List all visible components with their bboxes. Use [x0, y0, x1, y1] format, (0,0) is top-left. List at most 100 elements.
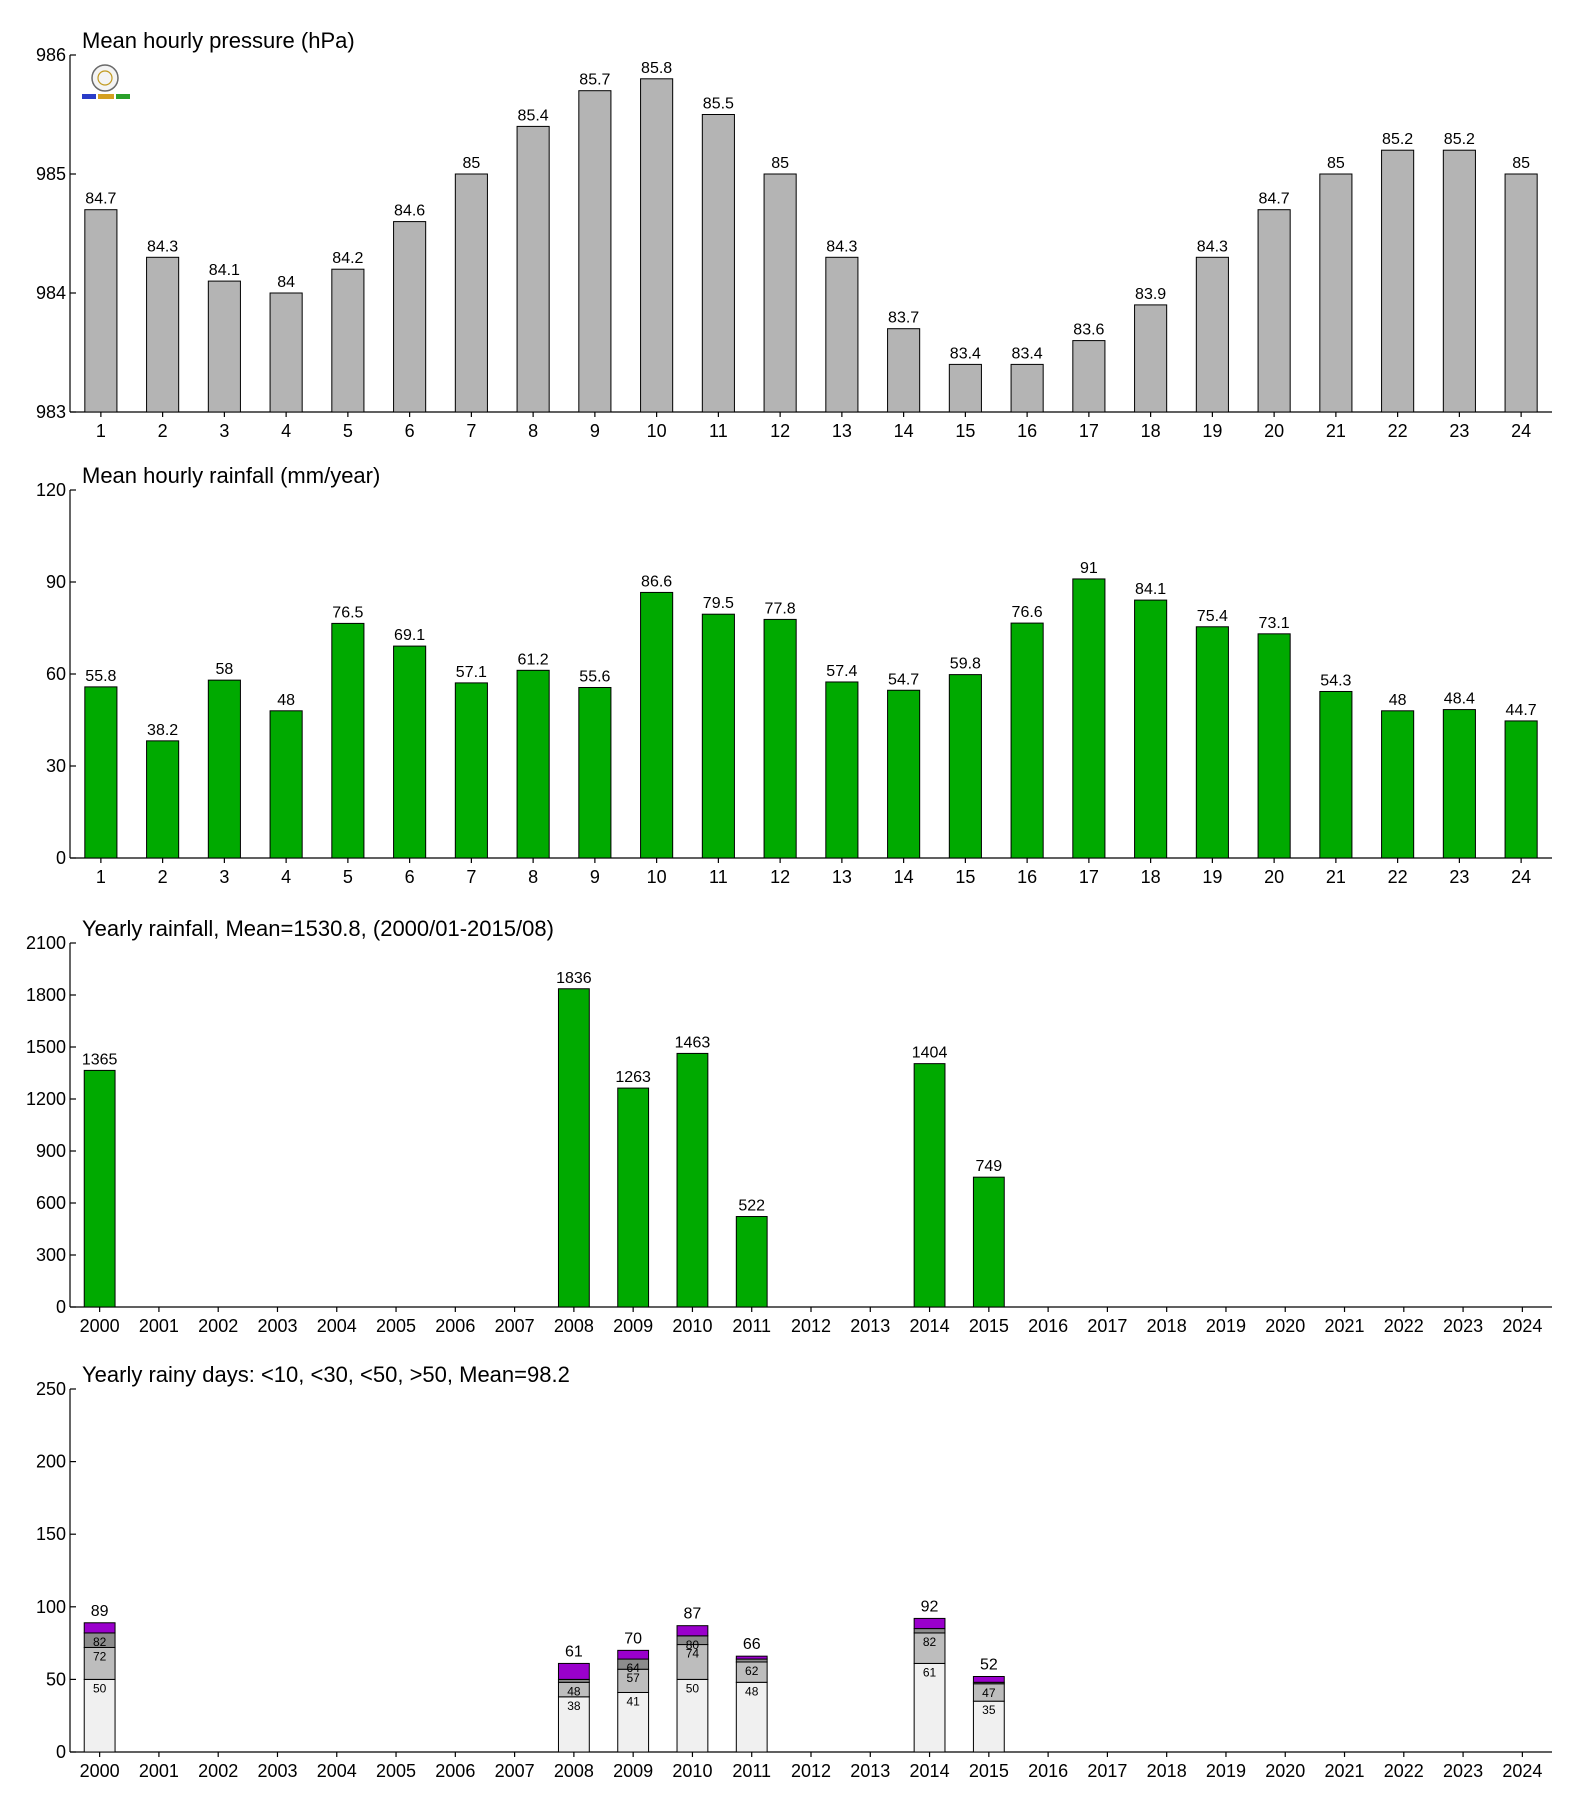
x-tick-label: 24 [1511, 421, 1531, 441]
bar-value-label: 1263 [615, 1069, 651, 1086]
y-tick-label: 986 [36, 45, 66, 65]
bar-value-label: 61.2 [518, 651, 549, 668]
bar-value-label: 76.5 [332, 604, 363, 621]
bar [972, 1176, 1005, 1308]
bar [557, 988, 590, 1308]
y-tick-label: 1500 [26, 1037, 66, 1057]
bar-value-label: 79.5 [703, 595, 734, 612]
bar-value-label: 55.8 [85, 668, 116, 685]
x-tick-label: 15 [955, 421, 975, 441]
bar [454, 682, 488, 859]
bar [948, 674, 982, 859]
bar-value-label: 84.2 [332, 250, 363, 267]
bar [1010, 622, 1044, 859]
bar [1381, 149, 1415, 413]
bar [393, 645, 427, 859]
bar-segment-lt30 [913, 1632, 946, 1664]
x-tick-label: 2000 [80, 1761, 120, 1781]
x-tick-label: 2021 [1324, 1316, 1364, 1336]
x-tick-label: 10 [647, 867, 667, 887]
x-tick-label: 20 [1264, 867, 1284, 887]
x-tick-label: 2016 [1028, 1761, 1068, 1781]
bar-value-label: 77.8 [765, 600, 796, 617]
x-tick-label: 20 [1264, 421, 1284, 441]
total-value-label: 89 [91, 1603, 109, 1620]
logo-mark-green [116, 94, 130, 99]
x-tick-label: 2 [158, 867, 168, 887]
bar [676, 1052, 709, 1308]
segment-value-label: 80 [686, 1638, 700, 1652]
bar-value-label: 84.3 [1197, 238, 1228, 255]
segment-value-label: 74 [686, 1647, 700, 1661]
bar-value-label: 84 [277, 274, 295, 291]
bar-value-label: 58 [215, 661, 233, 678]
x-tick-label: 2013 [850, 1316, 890, 1336]
x-tick-label: 15 [955, 867, 975, 887]
bar [701, 114, 735, 413]
x-tick-label: 13 [832, 421, 852, 441]
bar [913, 1063, 946, 1308]
x-tick-label: 2019 [1206, 1316, 1246, 1336]
x-tick-label: 2011 [732, 1761, 771, 1781]
bar-segment-lt10 [557, 1696, 590, 1753]
bar-value-label: 83.6 [1073, 322, 1104, 339]
x-tick-label: 2000 [80, 1316, 120, 1336]
bar-value-label: 48.4 [1444, 691, 1475, 708]
chart-title: Yearly rainfall, Mean=1530.8, (2000/01-2… [82, 916, 554, 941]
x-tick-label: 2005 [376, 1761, 416, 1781]
segment-value-label: 72 [93, 1649, 107, 1663]
bar-value-label: 44.7 [1506, 702, 1537, 719]
bar [640, 78, 674, 413]
bar [825, 256, 859, 413]
bar [1257, 209, 1291, 413]
bar-value-label: 84.1 [209, 262, 240, 279]
bar-value-label: 54.7 [888, 671, 919, 688]
bar [269, 710, 303, 859]
bar [578, 686, 612, 859]
bar-value-label: 83.4 [950, 345, 981, 362]
bar [701, 613, 735, 859]
x-tick-label: 2013 [850, 1761, 890, 1781]
bar-value-label: 86.6 [641, 573, 672, 590]
x-tick-label: 10 [647, 421, 667, 441]
bar-value-label: 84.3 [147, 238, 178, 255]
bar-value-label: 83.9 [1135, 286, 1166, 303]
x-tick-label: 11 [709, 421, 728, 441]
segment-value-label: 35 [982, 1703, 996, 1717]
x-tick-label: 19 [1202, 867, 1222, 887]
bar [454, 173, 488, 413]
y-tick-label: 1200 [26, 1089, 66, 1109]
segment-value-label: 41 [626, 1694, 640, 1708]
x-tick-label: 4 [281, 867, 291, 887]
x-tick-label: 2017 [1087, 1761, 1127, 1781]
bar-segment-total [676, 1625, 709, 1637]
x-tick-label: 5 [343, 867, 353, 887]
bar-value-label: 76.6 [1012, 604, 1043, 621]
bar-value-label: 1463 [675, 1034, 711, 1051]
bar [1072, 340, 1106, 413]
bar-value-label: 522 [738, 1198, 765, 1215]
bar-segment-total [557, 1662, 590, 1680]
bar [617, 1087, 650, 1308]
bar [83, 1069, 116, 1308]
x-tick-label: 2007 [495, 1761, 535, 1781]
x-tick-label: 16 [1017, 867, 1037, 887]
bar [763, 173, 797, 413]
bar [1010, 363, 1044, 413]
x-tick-label: 12 [770, 421, 790, 441]
x-tick-label: 2004 [317, 1316, 357, 1336]
bar-segment-lt10 [972, 1700, 1005, 1753]
total-value-label: 66 [743, 1636, 761, 1653]
bar-value-label: 48 [1389, 692, 1407, 709]
x-tick-label: 2006 [435, 1761, 475, 1781]
bar-value-label: 85 [1512, 155, 1530, 172]
bar-value-label: 85.4 [518, 107, 549, 124]
x-tick-label: 2020 [1265, 1761, 1305, 1781]
bar-segment-lt10 [913, 1662, 946, 1753]
x-tick-label: 17 [1079, 867, 1099, 887]
x-tick-label: 11 [709, 867, 728, 887]
bar-value-label: 85.5 [703, 96, 734, 113]
bar-value-label: 57.1 [456, 664, 487, 681]
bar-segment-lt10 [735, 1681, 768, 1753]
